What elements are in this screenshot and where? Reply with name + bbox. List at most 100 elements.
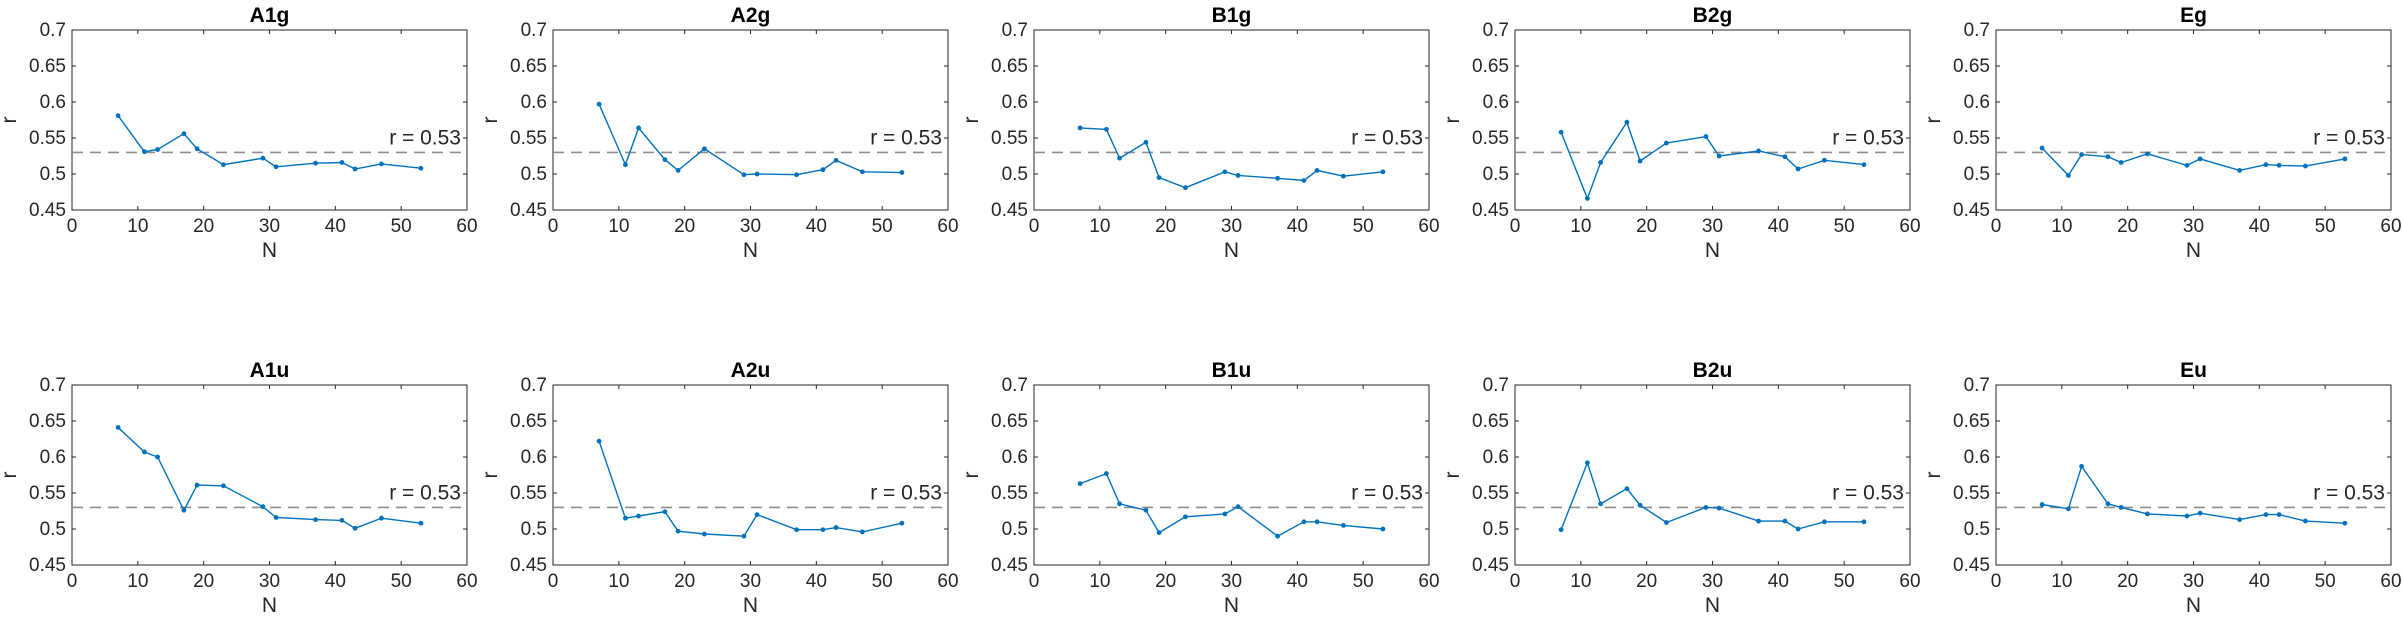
y-tick-label: 0.45 <box>510 200 547 221</box>
plot-area <box>1995 384 2392 566</box>
data-point <box>794 172 799 178</box>
data-point <box>1822 157 1827 163</box>
data-point <box>794 527 799 533</box>
x-tick-label: 50 <box>1353 571 1374 592</box>
data-point <box>1314 519 1320 525</box>
y-tick-label: 0.45 <box>29 555 66 576</box>
x-tick-label: 50 <box>391 571 412 592</box>
y-tick-label: 0.65 <box>510 56 547 77</box>
y-tick-label: 0.65 <box>1472 56 1509 77</box>
data-point <box>702 146 707 152</box>
panel-eg: 0 10 20 30 40 50 60 0.45 0.5 0.55 0.6 0.65 0.7 Nr Eg r … <box>1922 4 2402 262</box>
x-tick-label: 20 <box>1155 571 1176 592</box>
x-tick-label: 10 <box>127 216 148 237</box>
data-point <box>2303 518 2308 524</box>
x-tick-label: 30 <box>259 571 280 592</box>
y-tick-label: 0.55 <box>29 128 66 149</box>
y-tick-label: 0.7 <box>40 20 66 41</box>
data-point <box>1104 126 1109 132</box>
reference-label: r = 0.53 <box>2313 481 2385 504</box>
reference-label: r = 0.53 <box>1832 126 1904 149</box>
y-tick-label: 0.5 <box>1964 519 1990 540</box>
data-point <box>1822 519 1827 525</box>
x-tick-label: 30 <box>1702 216 1723 237</box>
x-tick-label: 40 <box>1768 571 1789 592</box>
y-axis-label: r <box>960 472 983 479</box>
data-point <box>1183 514 1188 520</box>
panel-title: B2u <box>1693 359 1733 382</box>
reference-label: r = 0.53 <box>2313 126 2385 149</box>
plot-area <box>1514 384 1911 566</box>
data-point <box>194 482 200 488</box>
x-axis-label: N <box>262 239 277 262</box>
x-tick-label: 50 <box>391 216 412 237</box>
y-axis-label: r <box>1922 117 1945 124</box>
data-point <box>1716 505 1722 511</box>
x-tick-label: 40 <box>2249 571 2270 592</box>
plot-area <box>71 384 468 566</box>
y-tick-label: 0.5 <box>1964 164 1990 185</box>
panel-title: A2g <box>731 4 771 27</box>
x-tick-label: 10 <box>1570 571 1591 592</box>
x-tick-label: 0 <box>67 571 78 592</box>
data-point <box>2118 505 2124 510</box>
y-tick-label: 0.7 <box>1002 375 1028 396</box>
data-point <box>155 147 160 152</box>
x-tick-label: 60 <box>456 216 477 237</box>
y-tick-label: 0.45 <box>991 555 1028 576</box>
y-tick-label: 0.55 <box>1953 483 1990 504</box>
data-point <box>155 454 160 460</box>
x-tick-label: 20 <box>1155 216 1176 237</box>
data-point <box>2303 163 2308 169</box>
panel-a2u: 0 10 20 30 40 50 60 0.45 0.5 0.55 0.6 0.65 0.7 Nr A2u r… <box>479 359 959 617</box>
data-point <box>1558 527 1564 533</box>
data-point <box>2066 506 2071 512</box>
x-tick-label: 60 <box>456 571 477 592</box>
x-tick-label: 10 <box>608 216 629 237</box>
y-tick-label: 0.5 <box>1483 519 1509 540</box>
y-tick-label: 0.65 <box>991 411 1028 432</box>
x-tick-label: 10 <box>1089 216 1110 237</box>
x-tick-label: 50 <box>2315 571 2336 592</box>
data-point <box>675 168 681 173</box>
y-tick-label: 0.6 <box>521 447 547 468</box>
data-point <box>1341 173 1346 179</box>
plot-area <box>71 29 468 211</box>
data-point <box>115 113 121 119</box>
y-tick-label: 0.7 <box>521 20 547 41</box>
data-point <box>2145 151 2150 157</box>
x-tick-label: 20 <box>674 571 695 592</box>
y-tick-label: 0.55 <box>1953 128 1990 149</box>
x-tick-label: 60 <box>2380 571 2401 592</box>
y-axis-label: r <box>479 117 502 124</box>
data-point <box>2342 520 2348 526</box>
data-point <box>2237 517 2242 523</box>
x-tick-label: 0 <box>1029 216 1040 237</box>
data-point <box>2145 511 2150 517</box>
x-tick-label: 40 <box>806 571 827 592</box>
y-tick-label: 0.65 <box>991 56 1028 77</box>
data-point <box>1117 155 1122 161</box>
data-point <box>181 131 187 137</box>
x-tick-label: 0 <box>1991 216 2002 237</box>
y-tick-label: 0.5 <box>40 519 66 540</box>
data-point <box>115 425 121 430</box>
plot-area <box>1033 29 1430 211</box>
x-tick-label: 40 <box>325 216 346 237</box>
y-tick-label: 0.7 <box>40 375 66 396</box>
data-point <box>1222 169 1228 175</box>
x-axis-label: N <box>2186 239 2201 262</box>
data-point <box>1275 533 1280 539</box>
y-tick-label: 0.6 <box>1483 447 1509 468</box>
data-point <box>1782 518 1788 524</box>
data-point <box>2118 160 2124 165</box>
data-point <box>1275 175 1280 181</box>
panel-title: B1u <box>1212 359 1252 382</box>
x-axis-label: N <box>1705 594 1720 617</box>
data-point <box>741 533 747 539</box>
x-tick-label: 10 <box>1089 571 1110 592</box>
data-point <box>2237 168 2242 173</box>
data-point <box>623 162 628 168</box>
x-tick-label: 0 <box>67 216 78 237</box>
data-point <box>623 515 628 521</box>
